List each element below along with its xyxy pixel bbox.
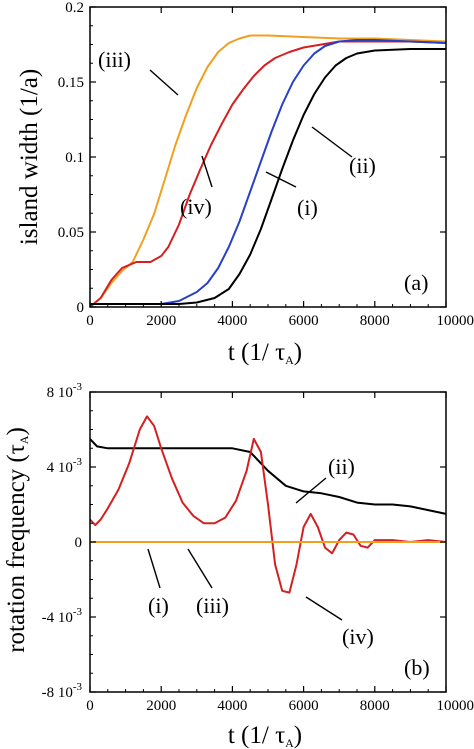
label-ii: (ii) <box>349 153 376 178</box>
label-iv: (iv) <box>180 194 212 219</box>
panel-b-ytick-label: 4 10-3 <box>47 456 83 476</box>
panel-a-series-1 <box>89 40 447 308</box>
panel-a-xlabel-tau: τ <box>275 339 285 366</box>
label-iii: (iii) <box>98 47 131 72</box>
panel-a-xlabel: t (1/ τA) <box>228 339 302 367</box>
panel-b-series-0 <box>89 438 447 515</box>
panel-a-series-0 <box>89 34 447 308</box>
leader-i <box>265 171 297 188</box>
panel-a-xlabel-end: ) <box>294 339 302 366</box>
panel-b-xlabel-sub: A <box>285 736 294 749</box>
panel-a-ytick-label: 0.1 <box>65 150 84 166</box>
panel-a-xtick-label: 0 <box>86 313 94 329</box>
panel-b-label: (b) <box>404 655 430 680</box>
leader-b-ii <box>295 477 327 504</box>
panel-a: 0 2000 4000 6000 8000 10000 0 0.05 0.1 0.15 0.2 is… <box>16 0 474 367</box>
panel-b-xlabel-tau: τ <box>275 722 285 749</box>
panel-a-series <box>89 34 447 308</box>
panel-a-series-3 <box>90 48 446 305</box>
panel-b-xtick-label: 2000 <box>146 698 176 714</box>
leader-b-i <box>147 548 161 589</box>
panel-a-ytick-label: 0 <box>77 300 85 316</box>
panel-b-xlabel: t (1/ τA) <box>228 722 302 749</box>
b-label-iii: (iii) <box>196 593 229 618</box>
b-label-i: (i) <box>148 593 169 618</box>
panel-b-ylabel-end: ) <box>3 427 30 435</box>
leader-b-iii <box>187 548 213 589</box>
panel-a-ylabel: island width (1/a) <box>16 69 43 245</box>
panel-b-ylabel-tau: τ <box>3 444 30 454</box>
panel-b-xtick-label: 10000 <box>437 698 474 714</box>
panel-b-ylabel-sub: A <box>17 435 31 444</box>
panel-b-series <box>89 415 447 594</box>
panel-b-ytick-label: -4 10-3 <box>42 606 83 626</box>
b-label-iv: (iv) <box>342 624 374 649</box>
panel-b-leaders <box>147 477 343 621</box>
leader-iii <box>149 69 179 96</box>
panel-a-ytick-label: 0.2 <box>65 0 84 16</box>
panel-a-xtick-label: 8000 <box>360 313 390 329</box>
panel-a-label: (a) <box>404 270 428 295</box>
panel-a-xlabel-main: t (1/ <box>228 339 275 366</box>
panel-b: 0 2000 4000 6000 8000 10000 -8 10-3 -4 10-3 0 4 1… <box>3 381 474 749</box>
panel-a-leaders <box>149 69 353 188</box>
panel-b-ticks: 0 2000 4000 6000 8000 10000 -8 10-3 -4 10-3 0 4 1… <box>42 381 474 714</box>
panel-b-xlabel-end: ) <box>294 722 302 749</box>
panel-a-xtick-label: 2000 <box>146 313 176 329</box>
panel-b-ylabel: rotation frequency (τA) <box>3 427 31 653</box>
panel-b-series-1 <box>89 415 447 594</box>
panel-b-ylabel-main: rotation frequency ( <box>3 454 30 653</box>
panel-b-ytick-label: 0 <box>75 535 83 551</box>
leader-iv <box>201 155 213 188</box>
panel-b-xtick-label: 0 <box>86 698 94 714</box>
panel-a-series-2 <box>90 39 447 305</box>
panel-b-ytick-label: 8 10-3 <box>47 381 83 401</box>
label-i: (i) <box>297 195 318 220</box>
panel-a-ytick-label: 0.05 <box>58 225 84 241</box>
b-label-ii: (ii) <box>328 454 355 479</box>
panel-b-ytick-label: -8 10-3 <box>42 681 83 701</box>
panel-a-xlabel-sub: A <box>285 353 294 367</box>
panel-b-xlabel-main: t (1/ <box>228 722 275 749</box>
panel-b-xtick-label: 4000 <box>217 698 247 714</box>
leader-b-iv <box>305 596 343 621</box>
panel-a-xtick-label: 4000 <box>217 313 247 329</box>
panel-b-xtick-label: 6000 <box>289 698 319 714</box>
panel-a-xtick-label: 6000 <box>289 313 319 329</box>
panel-a-ticks: 0 2000 4000 6000 8000 10000 0 0.05 0.1 0.15 0.2 <box>58 0 474 329</box>
panel-b-xtick-label: 8000 <box>360 698 390 714</box>
panel-a-xtick-label: 10000 <box>437 313 474 329</box>
leader-ii <box>311 126 353 158</box>
panel-a-ytick-label: 0.15 <box>58 75 84 91</box>
